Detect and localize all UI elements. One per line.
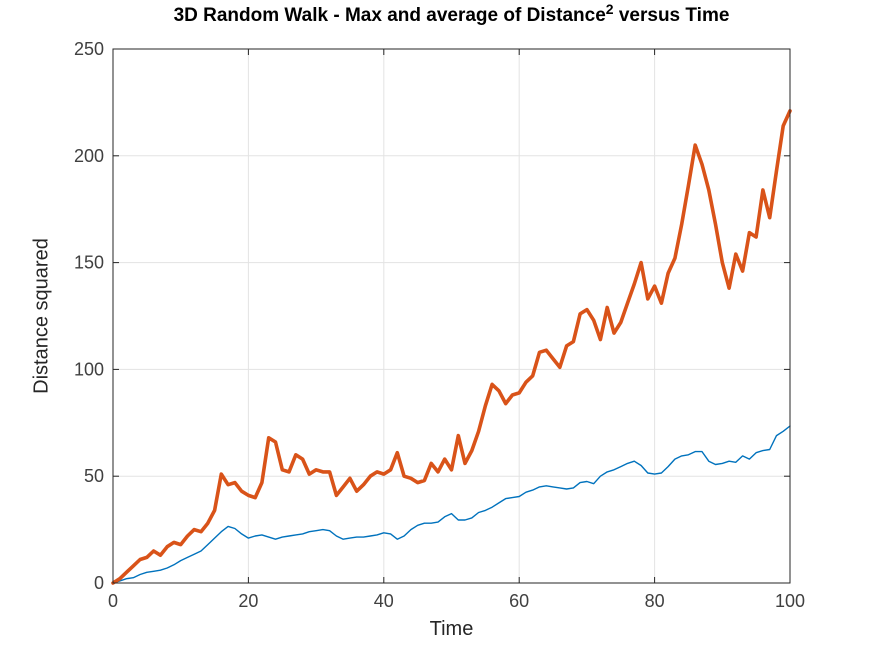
y-axis-label: Distance squared [30,238,53,394]
axes-box [112,48,791,584]
y-tick-label: 100 [74,359,104,379]
y-tick-label: 50 [84,466,104,486]
x-axis-label: Time [429,618,474,640]
x-tick-label: 20 [238,591,258,611]
y-tick-label: 250 [74,39,104,59]
chart-title: 3D Random Walk - Max and average of Dist… [113,1,790,27]
data-series [111,109,792,585]
chart-title-text: 3D Random Walk - Max and average of Dist… [173,5,606,26]
y-tick-label: 200 [74,146,104,166]
y-tick-label: 150 [74,253,104,273]
tick-labels: 0 20 40 60 80 100 0 50 100 150 200 250 [74,39,805,611]
x-tick-label: 40 [374,591,394,611]
max-distance-squared-line [111,109,792,585]
x-tick-label: 100 [775,591,805,611]
x-tick-label: 60 [509,591,529,611]
axis-ticks [112,48,791,584]
chart-title-superscript: 2 [605,1,614,17]
chart-title-suffix: versus Time [613,5,730,26]
x-tick-label: 80 [645,591,665,611]
x-tick-label: 0 [108,591,118,611]
average-distance-squared-line [112,425,791,584]
y-tick-label: 0 [94,573,104,593]
